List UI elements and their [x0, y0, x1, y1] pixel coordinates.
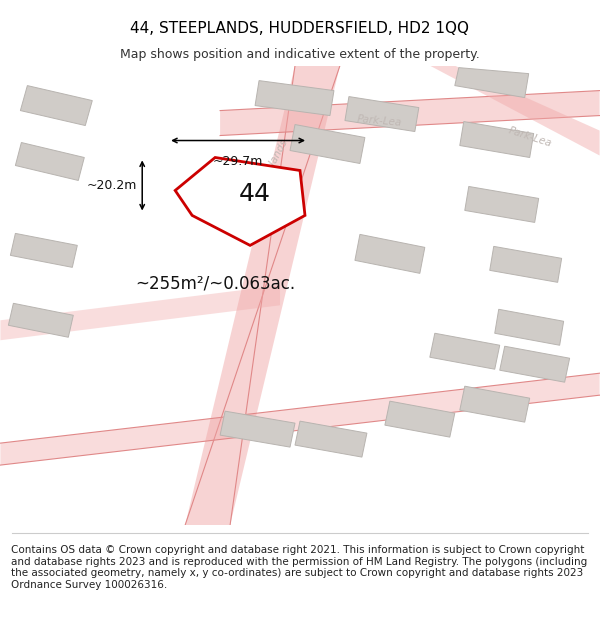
- Polygon shape: [1, 373, 599, 465]
- Polygon shape: [460, 386, 530, 422]
- Text: Park-Lea: Park-Lea: [357, 114, 403, 128]
- Polygon shape: [255, 81, 334, 116]
- Polygon shape: [460, 121, 533, 158]
- Polygon shape: [220, 91, 599, 136]
- Polygon shape: [185, 66, 340, 525]
- Text: Contains OS data © Crown copyright and database right 2021. This information is : Contains OS data © Crown copyright and d…: [11, 545, 587, 590]
- Polygon shape: [495, 309, 563, 345]
- Polygon shape: [175, 158, 305, 246]
- Text: Map shows position and indicative extent of the property.: Map shows position and indicative extent…: [120, 48, 480, 61]
- Polygon shape: [465, 186, 539, 222]
- Text: 44: 44: [239, 182, 271, 206]
- Text: ~255m²/~0.063ac.: ~255m²/~0.063ac.: [135, 274, 295, 292]
- Polygon shape: [290, 124, 365, 164]
- Text: Steeplands: Steeplands: [254, 138, 290, 194]
- Polygon shape: [10, 233, 77, 268]
- Polygon shape: [20, 86, 92, 126]
- Polygon shape: [16, 142, 84, 181]
- Polygon shape: [295, 421, 367, 457]
- Text: ~29.7m: ~29.7m: [213, 154, 263, 168]
- Polygon shape: [500, 346, 569, 382]
- Polygon shape: [455, 68, 529, 98]
- Polygon shape: [385, 401, 455, 437]
- Text: 44, STEEPLANDS, HUDDERSFIELD, HD2 1QQ: 44, STEEPLANDS, HUDDERSFIELD, HD2 1QQ: [131, 21, 470, 36]
- Polygon shape: [430, 333, 500, 369]
- Polygon shape: [355, 234, 425, 273]
- Text: ~20.2m: ~20.2m: [87, 179, 137, 192]
- Polygon shape: [490, 246, 562, 282]
- Polygon shape: [430, 66, 599, 156]
- Polygon shape: [8, 303, 73, 338]
- Polygon shape: [345, 97, 419, 131]
- Text: Park-Lea: Park-Lea: [506, 126, 553, 149]
- Polygon shape: [220, 411, 295, 447]
- Polygon shape: [1, 286, 280, 340]
